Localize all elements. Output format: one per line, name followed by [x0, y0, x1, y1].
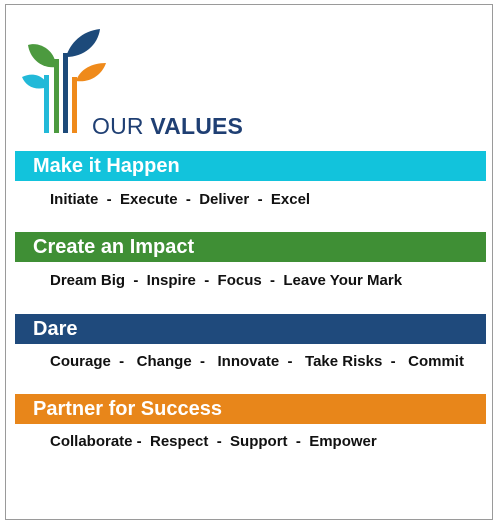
value-items-make-it-happen: Initiate - Execute - Deliver - Excel [50, 191, 311, 208]
page-title: OUR VALUES [92, 113, 243, 140]
value-band-create-an-impact: Create an Impact [15, 232, 486, 262]
title-prefix: OUR [92, 113, 151, 139]
value-band-dare: Dare [15, 314, 486, 344]
value-band-make-it-happen: Make it Happen [15, 151, 486, 181]
sprout-logo-icon [22, 29, 106, 133]
value-band-partner-for-success: Partner for Success [15, 394, 486, 424]
values-card [5, 4, 493, 520]
value-items-dare: Courage - Change - Innovate - Take Risks… [50, 353, 464, 370]
value-items-create-an-impact: Dream Big - Inspire - Focus - Leave Your… [50, 272, 403, 289]
title-main: VALUES [150, 113, 244, 139]
value-items-partner-for-success: Collaborate - Respect - Support - Empowe… [50, 433, 377, 450]
